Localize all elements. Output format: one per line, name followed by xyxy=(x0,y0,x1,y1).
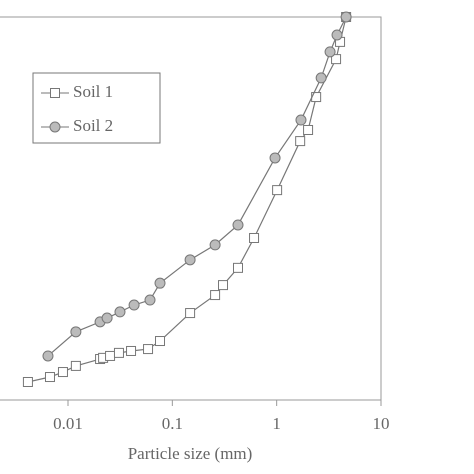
point xyxy=(128,299,140,311)
point xyxy=(155,336,166,347)
point xyxy=(249,232,260,243)
point xyxy=(44,372,55,383)
point xyxy=(331,29,343,41)
point xyxy=(113,347,124,358)
point xyxy=(154,277,166,289)
plot-frame xyxy=(0,16,382,401)
point xyxy=(126,345,137,356)
series-line xyxy=(47,16,347,357)
point xyxy=(57,367,68,378)
point xyxy=(105,350,116,361)
point xyxy=(143,344,154,355)
point xyxy=(70,360,81,371)
point xyxy=(340,11,352,23)
point xyxy=(269,152,281,164)
point xyxy=(232,262,243,273)
legend-label: Soil 1 xyxy=(73,82,113,101)
x-tick-label: 0.1 xyxy=(162,414,183,433)
point xyxy=(272,185,283,196)
x-tick-label: 10 xyxy=(373,414,390,433)
point xyxy=(22,376,33,387)
point xyxy=(232,219,244,231)
point xyxy=(114,306,126,318)
point xyxy=(324,46,336,58)
point xyxy=(315,72,327,84)
point xyxy=(49,121,61,133)
point xyxy=(295,114,307,126)
point xyxy=(101,312,113,324)
point xyxy=(50,88,60,98)
point xyxy=(295,136,306,147)
point xyxy=(185,308,196,319)
point xyxy=(303,124,314,135)
point xyxy=(42,350,54,362)
x-axis-label: Particle size (mm) xyxy=(128,444,253,463)
point xyxy=(331,54,342,65)
x-tick-label: 1 xyxy=(272,414,281,433)
point xyxy=(184,254,196,266)
point xyxy=(218,280,229,291)
legend-label: Soil 2 xyxy=(73,116,113,135)
point xyxy=(144,294,156,306)
point xyxy=(209,239,221,251)
point xyxy=(70,326,82,338)
point xyxy=(210,290,221,301)
x-tick-label: 0.01 xyxy=(53,414,83,433)
